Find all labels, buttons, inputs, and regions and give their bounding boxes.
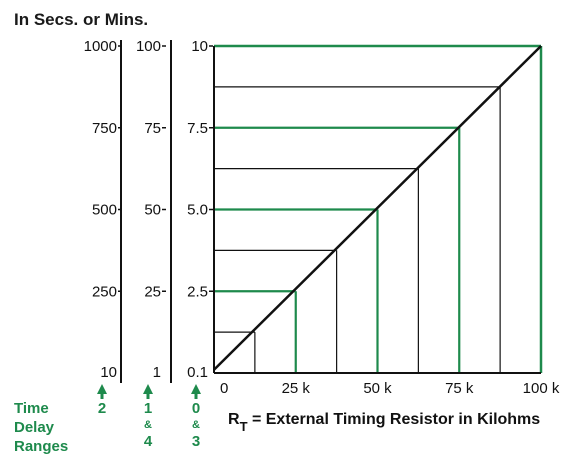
x-tick-label: 75 k <box>445 380 474 397</box>
y-axes-group: 1000 750 500 250 10 100 75 50 25 1 10 7.5 5.0 2.5 0.1 <box>84 38 213 383</box>
range-arrow-stem <box>146 393 150 399</box>
x-axis-label: RT = External Timing Resistor in Kilohms <box>228 411 540 434</box>
plot-area <box>213 44 543 374</box>
y-tick-label: 500 <box>92 202 117 219</box>
x-tick-label: 100 k <box>523 380 560 397</box>
y-tick-label: 250 <box>92 283 117 300</box>
y-tick-label: 2.5 <box>187 283 208 300</box>
range-title-line: Time <box>14 400 49 417</box>
x-label-subscript: T <box>240 419 248 434</box>
y-tick-label: 750 <box>92 120 117 137</box>
y-tick-label: 7.5 <box>187 120 208 137</box>
x-label-rest: = External Timing Resistor in Kilohms <box>248 411 541 428</box>
range-number: 1 <box>144 400 152 417</box>
series-line <box>213 45 542 371</box>
x-label-main: R <box>228 411 240 428</box>
y-tick-label: 100 <box>136 38 161 55</box>
range-ampersand: & <box>192 419 200 431</box>
range-number: 0 <box>192 400 200 417</box>
range-arrow-stem <box>194 393 198 399</box>
y-tick-label: 1000 <box>84 38 117 55</box>
range-arrow-icon <box>97 384 107 394</box>
range-arrow-icon <box>143 384 153 394</box>
y-tick-label: 75 <box>144 120 161 137</box>
range-number-second: 3 <box>192 433 200 450</box>
y-tick-label: 10 <box>191 38 208 55</box>
x-tick-label: 50 k <box>363 380 392 397</box>
y-tick-label: 50 <box>144 202 161 219</box>
range-number: 2 <box>98 400 106 417</box>
chart-title: In Secs. or Mins. <box>14 10 148 29</box>
range-title-line: Delay <box>14 419 55 436</box>
range-title-line: Ranges <box>14 438 68 455</box>
range-arrow-stem <box>100 393 104 399</box>
y-tick-label: 0.1 <box>187 364 208 381</box>
range-arrow-icon <box>191 384 201 394</box>
range-number-second: 4 <box>144 433 153 450</box>
y-tick-label: 10 <box>100 364 117 381</box>
range-ampersand: & <box>144 419 152 431</box>
y-tick-label: 1 <box>153 364 161 381</box>
x-ticks-group: 0 25 k 50 k 75 k 100 k <box>220 380 560 397</box>
range-indicators-group: 2 1 & 4 0 & 3 Time Delay Ranges <box>14 384 201 455</box>
x-tick-label: 0 <box>220 380 228 397</box>
y-tick-label: 25 <box>144 283 161 300</box>
guide-lines-group <box>214 86 501 373</box>
x-tick-label: 25 k <box>282 380 311 397</box>
y-tick-label: 5.0 <box>187 202 208 219</box>
